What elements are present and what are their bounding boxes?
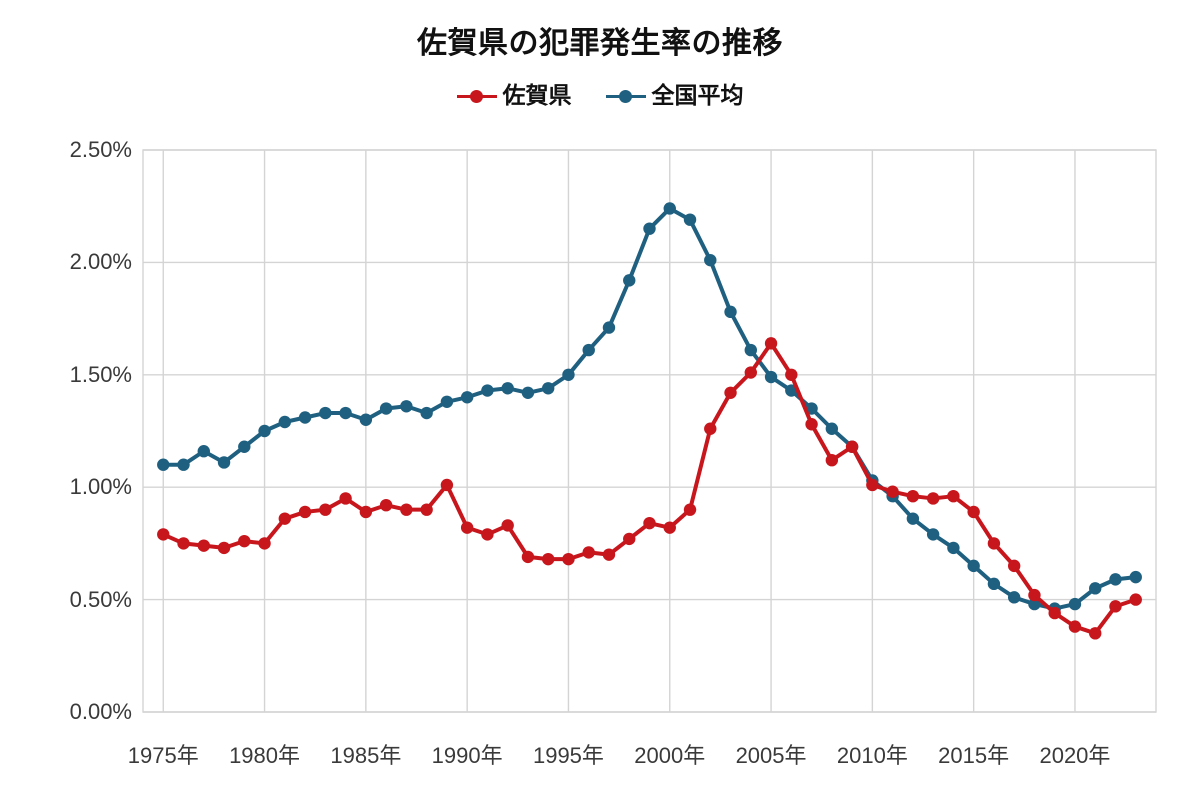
x-tick-label: 2000年 xyxy=(634,743,706,768)
x-tick-label: 1975年 xyxy=(127,743,199,768)
y-tick-label: 0.00% xyxy=(69,699,132,724)
chart-legend: 佐賀県 全国平均 xyxy=(0,84,1200,107)
x-tick-label: 1980年 xyxy=(229,743,301,768)
x-tick-label: 2005年 xyxy=(735,743,807,768)
x-tick-label: 2020年 xyxy=(1039,743,1111,768)
legend-label-saga: 佐賀県 xyxy=(502,82,572,108)
legend-label-national: 全国平均 xyxy=(651,82,744,108)
legend-marker-national-icon xyxy=(605,87,646,105)
y-tick-label: 0.50% xyxy=(69,586,132,612)
y-tick-label: 1.00% xyxy=(69,474,132,500)
x-tick-label: 2015年 xyxy=(938,743,1010,768)
y-tick-label: 2.50% xyxy=(69,137,132,162)
x-tick-label: 1995年 xyxy=(532,743,604,768)
chart-title: 佐賀県の犯罪発生率の推移 xyxy=(417,27,783,60)
y-tick-label: 2.00% xyxy=(69,249,132,275)
x-tick-label: 2010年 xyxy=(836,743,908,768)
legend-item-saga[interactable]: 佐賀県 xyxy=(456,82,572,108)
legend-marker-saga-icon xyxy=(456,87,497,105)
legend-item-national[interactable]: 全国平均 xyxy=(605,82,744,108)
x-tick-label: 1990年 xyxy=(431,743,503,768)
x-tick-label: 1985年 xyxy=(330,743,402,768)
y-tick-label: 1.50% xyxy=(69,361,132,387)
